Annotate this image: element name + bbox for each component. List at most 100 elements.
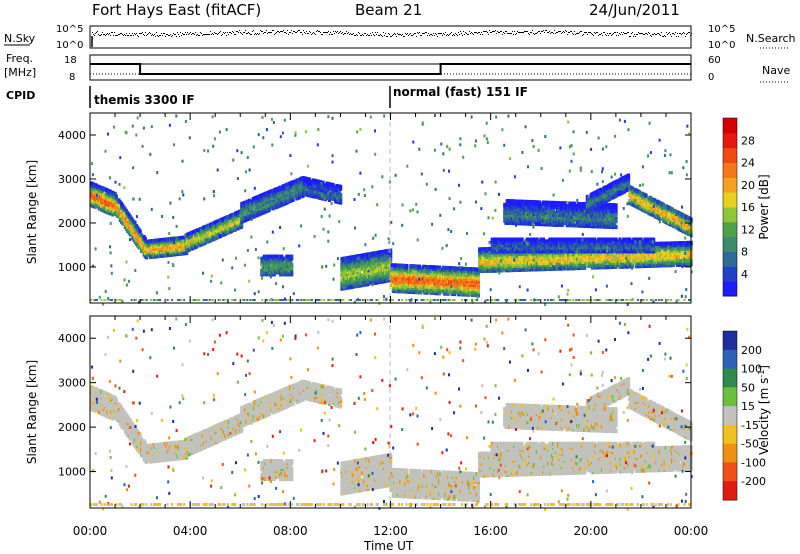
nsky-point	[425, 32, 426, 33]
nsky-trace	[92, 30, 692, 47]
nsky-point	[634, 34, 635, 35]
nsky-point	[380, 34, 381, 35]
nsky-point	[468, 34, 469, 35]
nsky-point	[290, 32, 291, 33]
nsky-point	[337, 31, 338, 32]
nsky-point	[496, 33, 497, 34]
nsky-point	[359, 33, 360, 34]
power-cell	[339, 185, 342, 189]
nsky-point	[564, 32, 565, 33]
nsky-point	[260, 30, 261, 31]
nsky-point	[174, 34, 175, 35]
nsky-point	[282, 31, 283, 32]
nsky-point	[639, 33, 640, 34]
nsky-point	[300, 32, 301, 33]
nsky-point	[393, 34, 394, 35]
nsky-point	[233, 32, 234, 33]
power-cell	[290, 255, 293, 259]
nsky-point	[461, 33, 462, 34]
nsky-point	[615, 32, 616, 33]
nsearch-tick-bottom: 10^0	[708, 40, 735, 51]
nsky-point	[272, 30, 273, 31]
nsky-point	[491, 32, 492, 33]
nsky-point	[647, 34, 648, 35]
nsky-point	[199, 35, 200, 36]
nsky-point	[121, 33, 122, 34]
nsky-point	[485, 31, 486, 32]
nsky-point	[482, 34, 483, 35]
nsky-point	[142, 32, 143, 33]
nsky-point	[515, 34, 516, 35]
nsky-point	[243, 32, 244, 33]
nsky-point	[257, 33, 258, 34]
nsky-point	[163, 33, 164, 34]
nsky-point	[385, 33, 386, 34]
nsky-point	[580, 31, 581, 32]
nsky-point	[280, 31, 281, 32]
nsky-point	[598, 35, 599, 36]
nsky-point	[189, 33, 190, 34]
nsky-point	[204, 34, 205, 35]
nsky-point	[680, 33, 681, 34]
nsky-point	[263, 33, 264, 34]
nsky-point	[658, 33, 659, 34]
nsky-point	[141, 33, 142, 34]
nsky-point	[340, 31, 341, 32]
nsky-point	[688, 32, 689, 33]
nsearch-tick-top: 10^5	[708, 24, 735, 35]
nsky-point	[187, 32, 188, 33]
nsky-point	[536, 33, 537, 34]
nsky-point	[640, 33, 641, 34]
nsky-point	[97, 31, 98, 32]
nsky-point	[528, 33, 529, 34]
nsky-point	[442, 35, 443, 36]
nsky-point	[348, 32, 349, 33]
nsky-point	[165, 36, 166, 37]
nsky-point	[235, 34, 236, 35]
nsky-point	[218, 33, 219, 34]
nsky-point	[575, 34, 576, 35]
nsky-point	[173, 33, 174, 34]
nsky-point	[308, 33, 309, 34]
nsky-point	[437, 36, 438, 37]
nsky-point	[421, 35, 422, 36]
nsky-point	[617, 32, 618, 33]
nsky-point	[592, 34, 593, 35]
nsky-point	[106, 34, 107, 35]
nsky-point	[669, 32, 670, 33]
nsky-point	[507, 33, 508, 34]
nsky-point	[418, 33, 419, 34]
nsky-point	[541, 31, 542, 32]
nsky-point	[596, 32, 597, 33]
nsky-point	[654, 33, 655, 34]
nsky-point	[133, 35, 134, 36]
nsky-point	[605, 34, 606, 35]
nsky-point	[268, 32, 269, 33]
nsky-point	[383, 32, 384, 33]
nsky-point	[414, 33, 415, 34]
nsky-point	[378, 35, 379, 36]
nsky-point	[691, 33, 692, 34]
nsky-point	[588, 32, 589, 33]
nsky-point	[314, 33, 315, 34]
nsky-point	[297, 31, 298, 32]
nsky-point	[571, 31, 572, 32]
nsky-point	[424, 33, 425, 34]
nsky-point	[343, 34, 344, 35]
nsky-point	[130, 35, 131, 36]
nsky-point	[241, 33, 242, 34]
nsky-point	[422, 33, 423, 34]
nsky-point	[151, 35, 152, 36]
nsky-point	[336, 32, 337, 33]
nsky-point	[367, 34, 368, 35]
nsky-point	[278, 31, 279, 32]
nsky-point	[129, 33, 130, 34]
freq-tick-top: 18	[64, 55, 77, 66]
nsky-point	[202, 35, 203, 36]
nsky-point	[576, 33, 577, 34]
nsky-point	[226, 35, 227, 36]
freq-unit: [MHz]	[4, 66, 36, 79]
nsky-point	[306, 31, 307, 32]
nsky-point	[613, 33, 614, 34]
nsky-point	[466, 33, 467, 34]
